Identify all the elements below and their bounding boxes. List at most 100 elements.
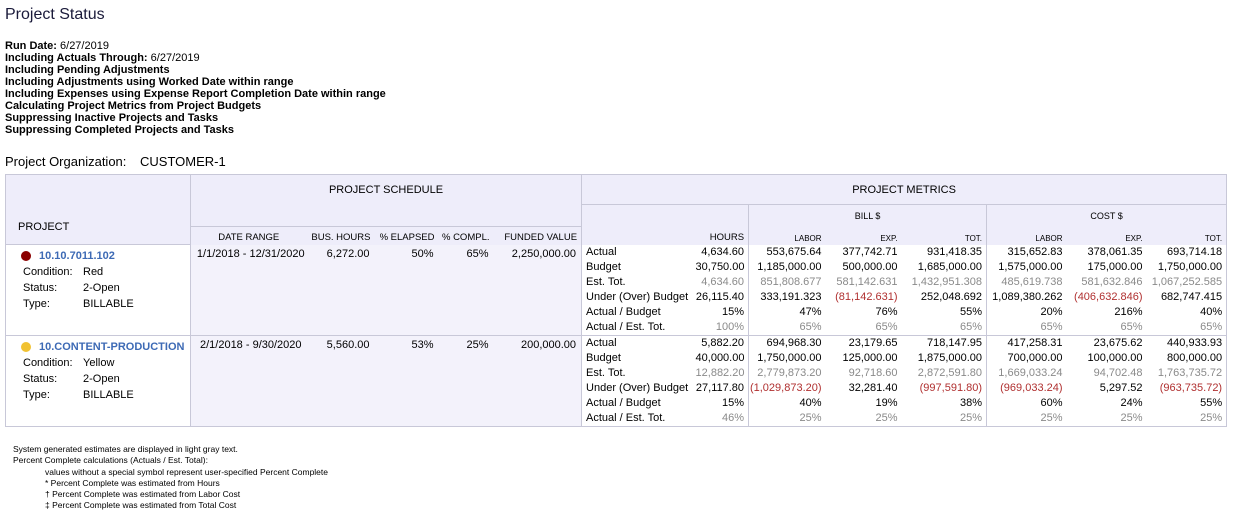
cost-exp-cell: 23,675.62 100,000.00 94,702.48 5,297.52 24% 2… [1066, 335, 1147, 427]
metric-value: 125,000.00 [842, 351, 898, 364]
metric-value: 377,742.71 [842, 245, 898, 258]
parameter-line: Including Adjustments using Worked Date … [5, 76, 386, 88]
funded-value-cell: 2,250,000.00 [493, 244, 583, 336]
metric-value: 25% [1120, 411, 1143, 424]
footnote-line-indented: values without a special symbol represen… [45, 466, 328, 477]
parameter-label: Suppressing Completed Projects and Tasks [5, 124, 235, 136]
date-range-cell: 1/1/2018 - 12/31/2020 [190, 244, 311, 336]
metric-value: 55% [960, 305, 983, 318]
parameter-value: 6/27/2019 [150, 52, 200, 64]
parameter-line: Including Pending Adjustments [5, 64, 386, 76]
project-field: Type: BILLABLE [23, 389, 190, 402]
metric-value: 27,117.80 [695, 381, 745, 394]
table-row: 10.CONTENT-PRODUCTION Condition: Yellow Sta… [5, 335, 1228, 427]
parameter-label: Including Adjustments using Worked Date … [5, 76, 294, 88]
pct-compl-cell: 25% [438, 335, 494, 427]
project-organization: Project Organization: CUSTOMER-1 [5, 154, 226, 169]
project-field-label: Status: [23, 372, 58, 385]
metric-value: 1,763,735.72 [1157, 366, 1223, 379]
metric-value: 1,432,951.308 [911, 275, 983, 288]
metric-value: (81,142.631) [835, 290, 898, 303]
org-label: Project Organization: [5, 154, 127, 169]
metric-value: 23,675.62 [1093, 336, 1143, 349]
metric-value: 1,750,000.00 [757, 351, 822, 364]
bill-exp-cell: 23,179.65 125,000.00 92,718.60 32,281.40 19%… [825, 335, 902, 427]
footnotes: System generated estimates are displayed… [13, 444, 328, 512]
bill-labor-header: LABOR [748, 226, 826, 245]
metric-value: 581,632.846 [1081, 275, 1143, 288]
project-field-value: Red [83, 266, 104, 278]
metric-value: 1,575,000.00 [998, 260, 1063, 273]
bus-hours-cell: 5,560.00 [310, 335, 375, 427]
bill-tot-header: TOT. [901, 226, 987, 245]
project-field-value: 2-Open [83, 282, 120, 294]
metric-value: 15% [722, 305, 745, 318]
funded-value-header: FUNDED VALUE [493, 226, 583, 245]
metric-label: Actual [586, 336, 617, 349]
bill-tot-cell: 718,147.95 1,875,000.00 2,872,591.80 (997,5… [901, 335, 987, 427]
cost-exp-header: EXP. [1066, 226, 1147, 245]
cost-exp-cell: 378,061.35 175,000.00 581,632.846 (406,632.… [1066, 244, 1147, 336]
parameter-label: Suppressing Inactive Projects and Tasks [5, 112, 219, 124]
hours-cell: 5,882.20 40,000.00 12,882.20 27,117.80 15% 46… [695, 335, 749, 427]
metric-labels-cell: Actual Budget Est. Tot. Under (Over) Budget… [581, 244, 696, 336]
metric-value: 65% [1200, 320, 1223, 333]
metric-value: (406,632.846) [1074, 290, 1143, 303]
parameter-value: 6/27/2019 [60, 40, 109, 52]
cost-tot-cell: 440,933.93 800,000.00 1,763,735.72 (963,735… [1146, 335, 1228, 427]
project-field-value: Yellow [83, 356, 115, 369]
metric-value: 24% [1120, 396, 1143, 409]
bus-hours-cell: 6,272.00 [310, 244, 375, 336]
metric-value: 1,669,033.24 [998, 366, 1063, 379]
project-link[interactable]: 10.10.7011.102 [39, 250, 115, 262]
project-field-label: Condition: [23, 266, 73, 278]
parameter-label: Including Expenses using Expense Report … [5, 88, 386, 100]
parameter-label: Including Actuals Through: [5, 52, 148, 64]
metric-value: 175,000.00 [1087, 260, 1143, 273]
metric-value: (963,735.72) [1159, 381, 1223, 394]
metric-value: 4,634.60 [701, 245, 745, 258]
parameter-line: Suppressing Completed Projects and Tasks [5, 124, 386, 136]
metric-label: Actual [586, 245, 617, 258]
pct-compl-cell: 65% [438, 244, 494, 336]
project-field-value: 2-Open [83, 372, 120, 385]
metric-label-header [581, 226, 696, 245]
metric-value: 5,297.52 [1099, 381, 1143, 394]
metric-value: 700,000.00 [1007, 351, 1063, 364]
parameter-line: Suppressing Inactive Projects and Tasks [5, 112, 386, 124]
metric-value: 851,808.677 [760, 275, 822, 288]
metric-label: Actual / Est. Tot. [586, 320, 666, 333]
metric-value: 417,258.31 [1007, 336, 1063, 349]
project-link[interactable]: 10.CONTENT-PRODUCTION [39, 340, 185, 353]
metric-value: 40% [1200, 305, 1223, 318]
metric-labels-cell: Actual Budget Est. Tot. Under (Over) Budget… [581, 335, 696, 427]
metric-value: 76% [875, 305, 898, 318]
metric-value: 12,882.20 [695, 366, 745, 379]
metric-value: 65% [875, 320, 898, 333]
metric-value: 26,115.40 [695, 290, 745, 303]
metric-value: 1,067,252.585 [1151, 275, 1223, 288]
metric-value: 5,882.20 [701, 336, 745, 349]
project-schedule-header: PROJECT SCHEDULE [189, 174, 583, 227]
bill-exp-cell: 377,742.71 500,000.00 581,142.631 (81,142.6… [825, 244, 902, 336]
hours-cell: 4,634.60 30,750.00 4,634.60 26,115.40 15% 100… [695, 244, 749, 336]
page-title: Project Status [5, 6, 105, 23]
metric-label: Under (Over) Budget [586, 290, 689, 303]
metric-value: 25% [960, 411, 983, 424]
report-table-wrapper: PROJECT PROJECT SCHEDULE PROJECT METRICS… [5, 174, 1228, 427]
hours-header: HOURS [695, 226, 749, 245]
metric-value: 25% [1200, 411, 1223, 424]
metric-value: 581,142.631 [836, 275, 898, 288]
parameter-line: Calculating Project Metrics from Project… [5, 100, 386, 112]
metric-value: 23,179.65 [848, 336, 898, 349]
metric-value: 682,747.415 [1160, 290, 1223, 303]
metric-value: 333,191.323 [760, 290, 822, 303]
metric-value: 800,000.00 [1167, 351, 1223, 364]
metric-value: 694,968.30 [766, 336, 822, 349]
project-field: Status: 2-Open [23, 373, 190, 386]
org-value: CUSTOMER-1 [140, 154, 226, 169]
metric-value: 40,000.00 [695, 351, 745, 364]
metric-value: 19% [875, 396, 898, 409]
metric-value: 65% [1040, 320, 1063, 333]
metric-value: 440,933.93 [1167, 336, 1223, 349]
